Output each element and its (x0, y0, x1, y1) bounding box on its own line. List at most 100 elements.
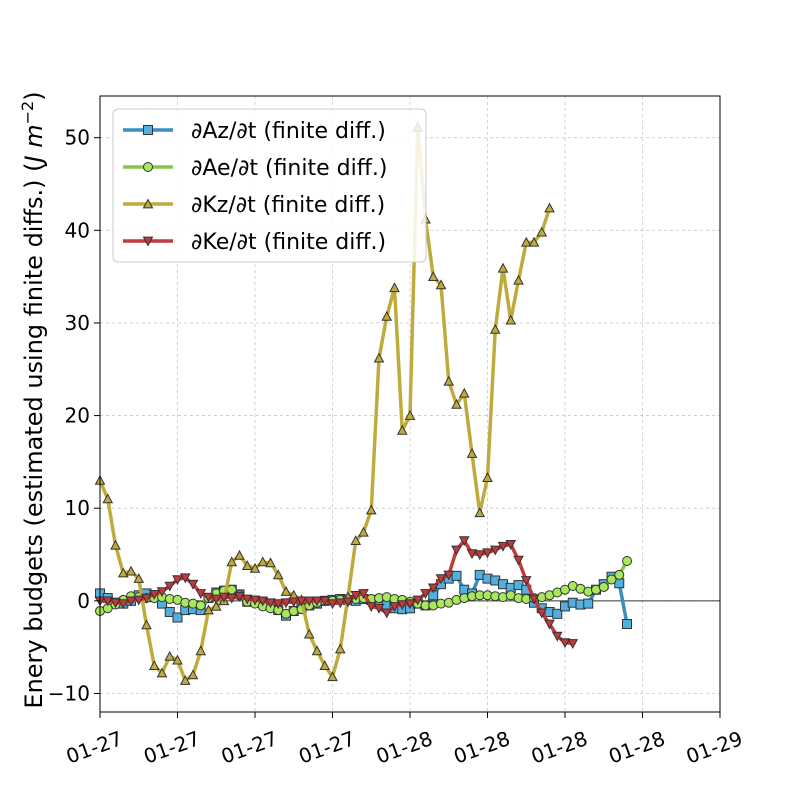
legend-marker (143, 125, 153, 135)
data-point (172, 654, 183, 665)
data-point (528, 236, 540, 247)
data-point (474, 550, 486, 561)
data-point (365, 504, 377, 515)
legend-item: ∂Az/∂t (finite diff.) (123, 119, 386, 144)
data-point (373, 352, 385, 363)
data-point (133, 595, 145, 606)
data-point (133, 573, 145, 583)
data-point (451, 545, 462, 556)
data-point (195, 600, 206, 611)
data-point (389, 602, 400, 612)
y-tick-label: −10 (48, 681, 90, 705)
data-point (210, 600, 222, 611)
data-point (327, 599, 338, 610)
data-point (172, 612, 183, 623)
data-point (559, 638, 571, 649)
data-point (513, 555, 524, 566)
data-point (117, 599, 129, 610)
legend-label: ∂Az/∂t (finite diff.) (191, 119, 386, 144)
data-point (567, 639, 579, 650)
data-point (412, 595, 424, 606)
data-point (319, 596, 331, 607)
legend-label: ∂Kz/∂t (finite diff.) (191, 193, 385, 218)
data-point (443, 570, 455, 581)
data-point (342, 597, 354, 608)
data-point (141, 593, 152, 604)
data-point (187, 669, 199, 680)
data-point (241, 560, 253, 570)
data-point (257, 556, 269, 567)
data-point (187, 579, 199, 590)
data-point (466, 549, 478, 560)
data-point (505, 540, 517, 550)
data-point (257, 596, 269, 607)
data-point (249, 562, 261, 573)
data-point (420, 589, 431, 599)
data-point (614, 569, 625, 580)
y-tick-label: 50 (65, 126, 90, 150)
data-point (141, 619, 152, 630)
data-point (482, 548, 493, 559)
data-point (598, 581, 609, 592)
y-tick-label: 40 (65, 218, 90, 242)
data-point (396, 424, 408, 435)
legend-box (112, 108, 427, 263)
data-point (458, 536, 470, 547)
data-point (311, 596, 323, 607)
data-point (102, 596, 114, 607)
data-point (489, 545, 501, 556)
data-point (195, 589, 207, 599)
data-point (203, 604, 214, 615)
data-point (536, 608, 548, 619)
data-point (241, 594, 253, 605)
data-point (497, 262, 509, 273)
data-point (350, 535, 362, 545)
data-point (234, 549, 245, 560)
data-point (102, 493, 114, 504)
data-point (327, 671, 338, 682)
legend-marker (143, 162, 153, 172)
y-tick-label: 30 (65, 311, 90, 335)
data-point (435, 279, 447, 290)
data-point (334, 643, 346, 654)
data-point (373, 603, 385, 614)
data-point (164, 581, 176, 592)
data-point (280, 598, 292, 609)
data-point (427, 271, 439, 281)
legend-marker (142, 236, 154, 247)
data-point (210, 594, 222, 605)
data-point (451, 398, 462, 409)
data-point (451, 570, 462, 581)
data-point (350, 590, 362, 601)
data-point (125, 565, 137, 576)
legend-label: ∂Ae/∂t (finite diff.) (191, 156, 387, 181)
data-point (249, 595, 261, 606)
data-point (148, 660, 160, 671)
data-point (156, 667, 168, 678)
data-point (443, 375, 455, 386)
y-tick-label: 10 (65, 496, 90, 520)
data-point (358, 589, 369, 599)
y-axis-label: Enery budgets (estimated using finite di… (18, 91, 49, 708)
data-point (358, 526, 369, 537)
data-point (583, 598, 594, 609)
data-point (404, 599, 416, 610)
data-point (427, 583, 439, 594)
y-axis-label-main: Enery budgets (estimated using finite di… (20, 162, 48, 708)
data-point (389, 282, 400, 293)
data-point (156, 587, 168, 598)
data-point (164, 606, 175, 617)
legend: ∂Az/∂t (finite diff.) ∂Ae/∂t (finite diff… (112, 108, 427, 263)
data-point (195, 645, 207, 656)
y-tick-label: 0 (77, 589, 90, 613)
data-point (513, 274, 524, 285)
legend-marker (142, 198, 154, 209)
data-point (226, 556, 238, 567)
y-axis-label-unit: J m (20, 124, 48, 166)
data-point (520, 236, 532, 247)
data-point (396, 600, 408, 611)
data-point (265, 598, 276, 609)
data-point (552, 608, 563, 619)
